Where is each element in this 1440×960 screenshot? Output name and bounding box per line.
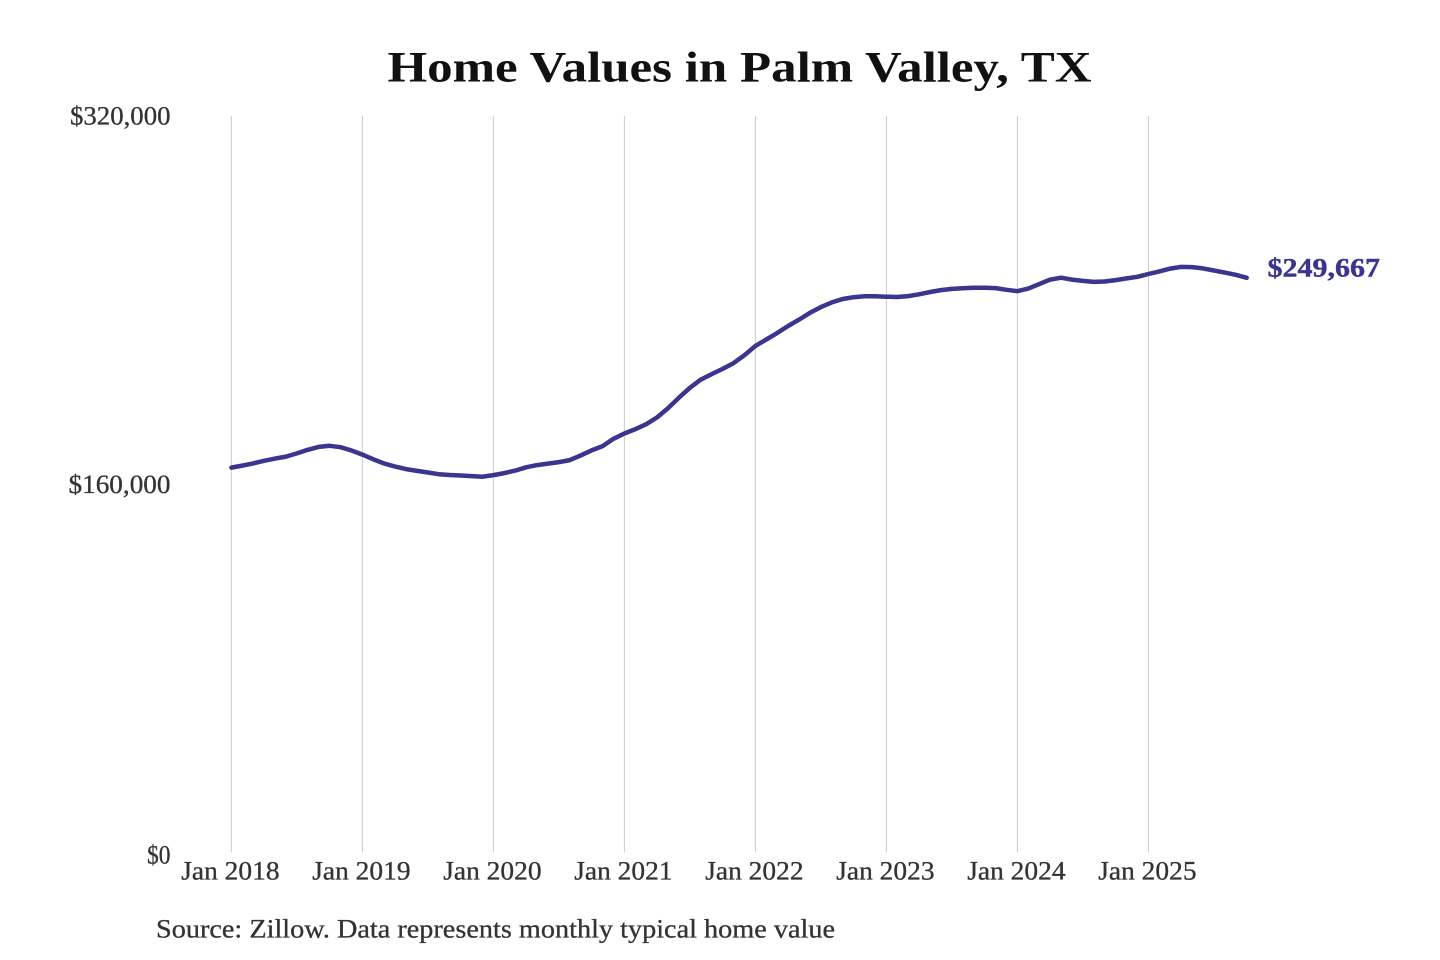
svg-text:$320,000: $320,000 <box>70 102 171 131</box>
svg-text:Jan 2021: Jan 2021 <box>574 856 672 885</box>
svg-text:$160,000: $160,000 <box>69 470 171 499</box>
svg-text:Jan 2025: Jan 2025 <box>1098 856 1196 885</box>
svg-text:Jan 2020: Jan 2020 <box>443 856 541 885</box>
svg-text:$249,667: $249,667 <box>1268 253 1381 282</box>
svg-text:$0: $0 <box>147 840 171 869</box>
svg-text:Jan 2024: Jan 2024 <box>967 856 1065 885</box>
svg-text:Source: Zillow. Data represent: Source: Zillow. Data represents monthly … <box>156 915 835 944</box>
svg-text:Jan 2019: Jan 2019 <box>312 856 410 885</box>
svg-text:Jan 2018: Jan 2018 <box>181 856 279 885</box>
svg-text:Home Values in Palm Valley, TX: Home Values in Palm Valley, TX <box>388 45 1092 92</box>
svg-text:Jan 2023: Jan 2023 <box>836 856 934 885</box>
svg-text:Jan 2022: Jan 2022 <box>705 856 803 885</box>
